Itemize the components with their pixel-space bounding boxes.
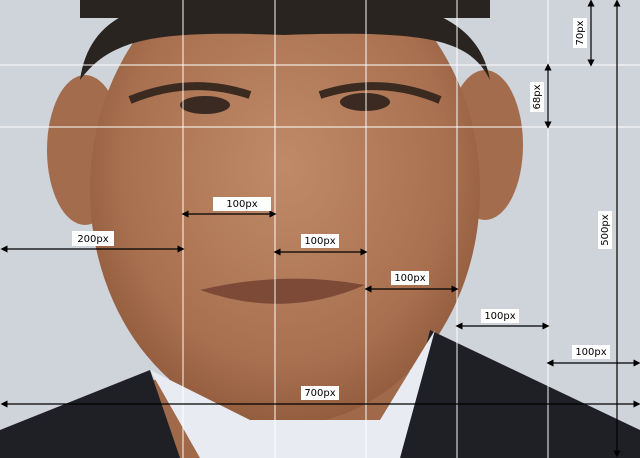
dimension-label: 100px	[304, 236, 335, 247]
label-box	[391, 271, 429, 285]
label-box	[72, 231, 114, 246]
label-box	[481, 309, 519, 323]
dimension-label: 100px	[484, 311, 515, 322]
label-box	[530, 82, 544, 112]
dimension-label: 200px	[77, 234, 108, 245]
label-box	[572, 345, 610, 359]
label-box	[301, 234, 339, 248]
label-box	[213, 197, 271, 211]
label-box	[301, 386, 339, 400]
dimension-label: 70px	[575, 20, 586, 45]
label-box	[598, 211, 612, 249]
label-box	[573, 18, 587, 48]
dimension-label: 100px	[394, 273, 425, 284]
dimension-label: 100px	[575, 347, 606, 358]
dimension-label: 100px	[226, 199, 257, 210]
dimension-label: 500px	[600, 214, 611, 245]
dimension-label: 700px	[304, 388, 335, 399]
dimension-label: 68px	[532, 84, 543, 109]
